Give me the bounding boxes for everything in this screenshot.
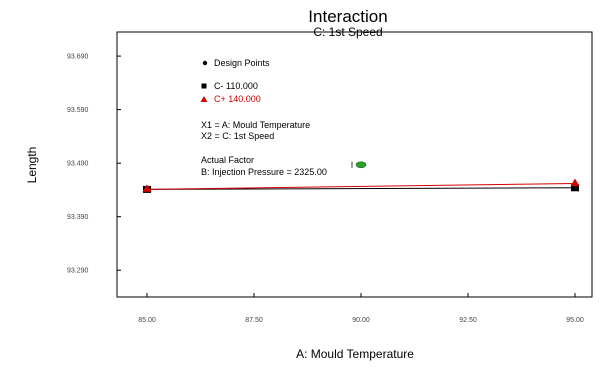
y-tick-label: 93.290	[67, 268, 89, 275]
legend-c-plus-marker	[201, 96, 208, 102]
plot-frame	[117, 32, 592, 297]
y-tick-label: 93.390	[67, 214, 89, 221]
x-tick-label: 85.00	[138, 317, 156, 324]
y-tick-label: 93.490	[67, 161, 89, 168]
x-axis: 85.00 87.50 90.00 92.50 95.00	[138, 293, 584, 324]
y-tick-label: 93.590	[67, 107, 89, 114]
note-actual-factor-heading: Actual Factor	[201, 155, 254, 165]
chart-title: Interaction	[308, 7, 387, 26]
design-points-layer	[352, 162, 366, 168]
legend: Design Points C- 110.000 C+ 140.000	[201, 58, 271, 104]
legend-c-minus-label: C- 110.000	[214, 81, 258, 91]
legend-design-points-label: Design Points	[214, 58, 270, 68]
y-axis: 93.290 93.390 93.490 93.590 93.690	[67, 54, 121, 275]
factor-notes: X1 = A: Mould Temperature X2 = C: 1st Sp…	[201, 120, 327, 177]
y-axis-label: Length	[25, 147, 39, 184]
design-point	[356, 162, 366, 168]
series-point-c-plus	[571, 179, 580, 187]
x-tick-label: 92.50	[459, 317, 477, 324]
legend-design-points-marker	[203, 61, 207, 65]
legend-c-minus-marker	[202, 84, 207, 89]
note-x2: X2 = C: 1st Speed	[201, 131, 274, 141]
note-actual-factor-value: B: Injection Pressure = 2325.00	[201, 167, 327, 177]
series-layer	[143, 179, 580, 193]
y-tick-label: 93.690	[67, 54, 89, 61]
legend-c-plus-label: C+ 140.000	[214, 94, 261, 104]
x-tick-label: 90.00	[352, 317, 370, 324]
x-axis-label: A: Mould Temperature	[296, 347, 414, 361]
x-tick-label: 95.00	[566, 317, 584, 324]
note-x1: X1 = A: Mould Temperature	[201, 120, 310, 130]
x-tick-label: 87.50	[245, 317, 263, 324]
